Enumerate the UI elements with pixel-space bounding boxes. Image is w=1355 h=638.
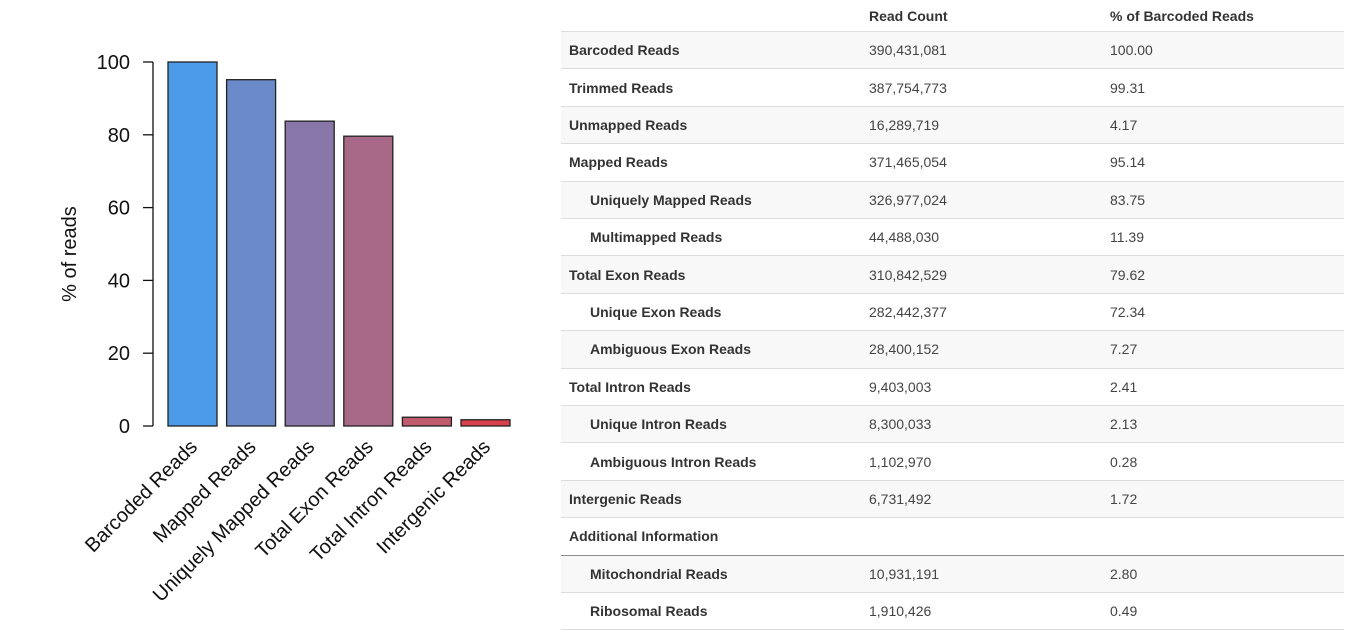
header-read-count: Read Count	[869, 7, 948, 24]
table-row: Total Intron Reads 9,403,003 2.41	[561, 369, 1344, 406]
y-tick-label: 100	[97, 52, 130, 74]
x-tick-label: Mapped Reads	[149, 436, 260, 547]
y-tick-label: 20	[108, 343, 130, 365]
y-tick-label: 0	[119, 416, 130, 438]
row-label: Intergenic Reads	[569, 490, 682, 507]
row-label: Uniquely Mapped Reads	[590, 191, 752, 208]
bar	[284, 120, 335, 427]
y-tick-label: 80	[108, 125, 130, 147]
table-section-row: Additional Information	[561, 518, 1344, 556]
bar	[167, 61, 218, 427]
row-read-count: 390,431,081	[869, 42, 947, 59]
table-row: Unique Exon Reads 282,442,377 72.34	[561, 294, 1344, 332]
row-read-count: 6,731,492	[869, 490, 932, 507]
row-read-count: 310,842,529	[869, 266, 947, 283]
row-pct-barcoded: 83.75	[1110, 191, 1146, 208]
row-label: Ribosomal Reads	[590, 603, 708, 620]
row-pct-barcoded: 95.14	[1110, 154, 1146, 171]
row-pct-barcoded: 100.00	[1110, 42, 1153, 59]
row-label: Trimmed Reads	[569, 79, 674, 96]
y-tick-label: 60	[108, 198, 130, 220]
bar	[225, 79, 277, 427]
table-header: Read Count % of Barcoded Reads	[561, 0, 1344, 32]
table-row: Ribosomal Reads 1,910,426 0.49	[561, 593, 1344, 631]
row-read-count: 1,910,426	[869, 603, 932, 620]
row-label: Barcoded Reads	[569, 42, 680, 59]
row-read-count: 1,102,970	[869, 453, 932, 470]
row-read-count: 10,931,191	[869, 565, 940, 582]
header-pct-barcoded: % of Barcoded Reads	[1110, 7, 1254, 24]
table-row: Unique Intron Reads 8,300,033 2.13	[561, 406, 1344, 444]
row-read-count: 326,977,024	[869, 191, 947, 208]
table-row: Ambiguous Exon Reads 28,400,152 7.27	[561, 331, 1344, 369]
row-read-count: 16,289,719	[869, 116, 940, 133]
table-row: Uniquely Mapped Reads 326,977,024 83.75	[561, 181, 1344, 219]
table-row: Ambiguous Intron Reads 1,102,970 0.28	[561, 443, 1344, 481]
row-read-count: 282,442,377	[869, 303, 947, 320]
row-read-count: 371,465,054	[869, 154, 947, 171]
table-row: Unmapped Reads 16,289,719 4.17	[561, 106, 1344, 145]
row-label: Unique Intron Reads	[590, 416, 727, 433]
row-read-count: 387,754,773	[869, 79, 947, 96]
table-row: Mitochondrial Reads 10,931,191 2.80	[561, 555, 1344, 593]
row-pct-barcoded: 0.49	[1110, 603, 1138, 620]
row-pct-barcoded: 2.41	[1110, 378, 1138, 395]
x-tick-label: Intergenic Reads	[373, 436, 495, 558]
row-pct-barcoded: 79.62	[1110, 266, 1146, 283]
row-pct-barcoded: 7.27	[1110, 341, 1138, 358]
row-read-count: 28,400,152	[869, 341, 940, 358]
table-row: Intergenic Reads 6,731,492 1.72	[561, 480, 1344, 519]
row-pct-barcoded: 99.31	[1110, 79, 1146, 96]
row-read-count: 9,403,003	[869, 378, 932, 395]
row-label: Ambiguous Intron Reads	[590, 453, 757, 470]
table-row: Trimmed Reads 387,754,773 99.31	[561, 69, 1344, 107]
row-label: Mapped Reads	[569, 154, 668, 171]
row-label: Multimapped Reads	[590, 229, 723, 246]
table-row: Total Exon Reads 310,842,529 79.62	[561, 256, 1344, 294]
row-label: Total Exon Reads	[569, 266, 686, 283]
row-pct-barcoded: 0.28	[1110, 453, 1138, 470]
bar	[343, 135, 394, 427]
table-row: Barcoded Reads 390,431,081 100.00	[561, 32, 1344, 70]
row-pct-barcoded: 2.80	[1110, 565, 1138, 582]
row-label: Total Intron Reads	[569, 378, 691, 395]
table-row: Mapped Reads 371,465,054 95.14	[561, 144, 1344, 182]
row-label: Unmapped Reads	[569, 116, 688, 133]
row-label: Mitochondrial Reads	[590, 565, 728, 582]
reads-bar-chart: 0 20 40 60 80 100% of reads Barcoded Reads Mapp…	[0, 0, 560, 638]
row-pct-barcoded: 2.13	[1110, 416, 1138, 433]
row-label: Unique Exon Reads	[590, 303, 722, 320]
row-pct-barcoded: 4.17	[1110, 116, 1138, 133]
row-label: Additional Information	[569, 528, 719, 545]
bar	[401, 416, 453, 427]
row-pct-barcoded: 1.72	[1110, 490, 1138, 507]
read-stats-table: Read Count % of Barcoded Reads Barcoded …	[561, 0, 1344, 638]
row-label: Ambiguous Exon Reads	[590, 341, 752, 358]
row-read-count: 44,488,030	[869, 229, 940, 246]
y-tick-label: 40	[108, 270, 130, 292]
row-read-count: 8,300,033	[869, 416, 932, 433]
bar	[460, 419, 511, 427]
table-row: Multimapped Reads 44,488,030 11.39	[561, 219, 1344, 257]
row-pct-barcoded: 72.34	[1110, 303, 1146, 320]
y-axis-label: % of reads	[59, 206, 81, 302]
row-pct-barcoded: 11.39	[1110, 229, 1144, 246]
